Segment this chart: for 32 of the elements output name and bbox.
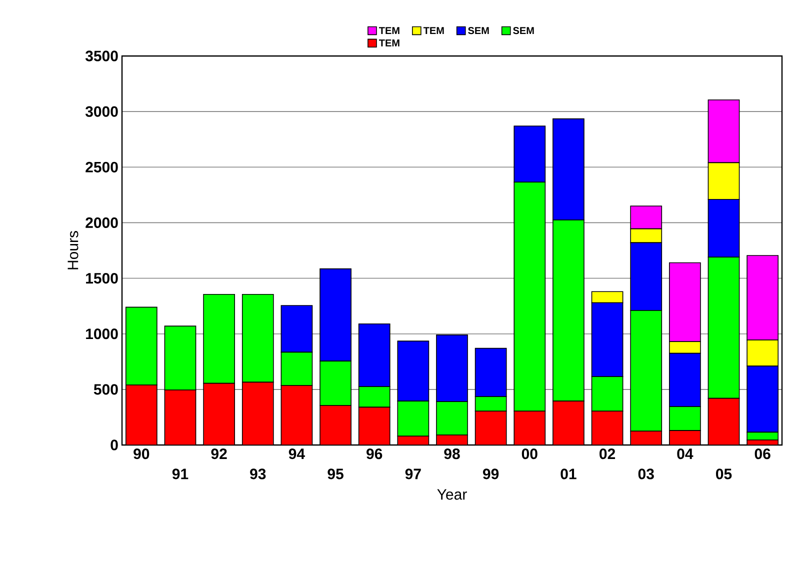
- x-tick-label: 03: [638, 468, 654, 480]
- x-tick-label: 06: [754, 448, 770, 460]
- x-tick-label: 05: [716, 468, 732, 480]
- y-tick-label: 1500: [86, 272, 118, 284]
- legend-label: TEM: [379, 40, 400, 46]
- x-tick-label: 04: [677, 448, 694, 460]
- y-tick-label: 1000: [86, 328, 118, 340]
- x-tick-label: 93: [250, 468, 266, 480]
- x-tick-label: 92: [211, 448, 227, 460]
- x-tick-label: 01: [560, 468, 576, 480]
- y-tick-label: 2000: [86, 217, 118, 228]
- x-tick-label: 95: [328, 468, 344, 480]
- x-tick-label: 02: [600, 448, 616, 460]
- x-tick-label: 96: [366, 448, 382, 460]
- x-tick-label: 98: [444, 448, 460, 460]
- legend-label: TEM: [379, 27, 400, 34]
- x-tick-label: 99: [483, 468, 499, 480]
- y-tick-label: 500: [94, 384, 118, 395]
- legend-label: TEM: [423, 27, 444, 34]
- x-tick-label: 97: [405, 468, 421, 480]
- legend-label: SEM: [513, 27, 534, 34]
- legend-label: SEM: [468, 27, 489, 34]
- y-tick-label: 3000: [85, 106, 118, 117]
- y-tick-label: 2500: [86, 162, 118, 172]
- y-axis-title: Hours: [68, 231, 78, 270]
- x-tick-label: 94: [288, 448, 305, 460]
- y-tick-label: 0: [110, 440, 118, 450]
- x-tick-label: 90: [134, 448, 150, 460]
- y-tick-label: 3500: [85, 50, 118, 62]
- x-tick-label: 00: [522, 448, 538, 460]
- x-tick-label: 91: [172, 468, 188, 480]
- x-axis-title: Year: [437, 489, 467, 500]
